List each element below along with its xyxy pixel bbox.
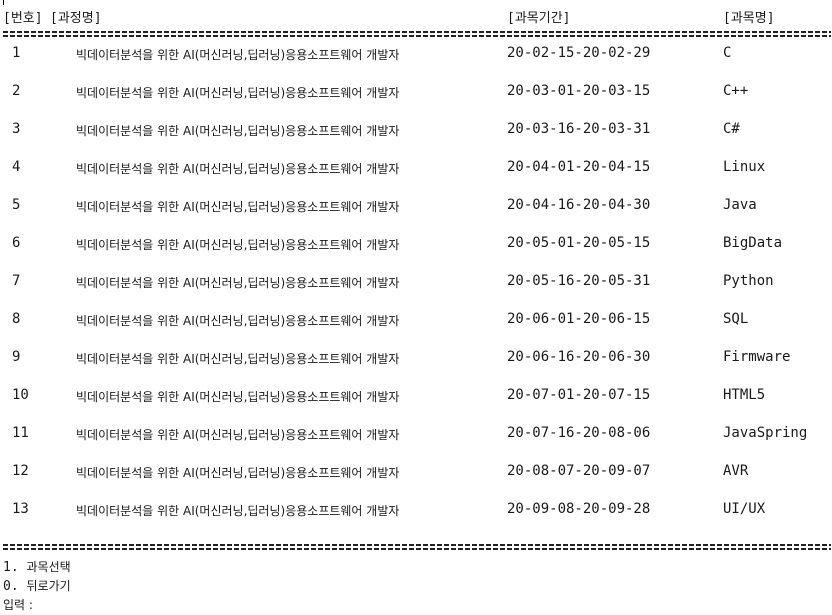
row-number: 11 [12,425,29,441]
table-row: 8 빅데이터분석을 위한 AI(머신러닝,딥러닝)응용소프트웨어 개발자 20-06… [0,311,832,331]
header-period: [과목기간] [507,11,571,26]
row-period: 20-07-16-20-08-06 [507,425,651,441]
menu-option-back[interactable]: 0. 뒤로가기 [3,577,71,594]
row-subject: Firmware [723,349,791,365]
row-subject: JavaSpring [723,425,808,441]
table-row: 5 빅데이터분석을 위한 AI(머신러닝,딥러닝)응용소프트웨어 개발자 20-04… [0,197,832,217]
row-number: 13 [12,501,29,517]
table-row: 4 빅데이터분석을 위한 AI(머신러닝,딥러닝)응용소프트웨어 개발자 20-04… [0,159,832,179]
table-row: 13 빅데이터분석을 위한 AI(머신러닝,딥러닝)응용소프트웨어 개발자 20-0… [0,501,832,521]
row-number: 7 [12,273,21,289]
row-number: 9 [12,349,21,365]
row-period: 20-05-16-20-05-31 [507,273,651,289]
row-period: 20-03-01-20-03-15 [507,83,651,99]
row-subject: Python [723,273,774,289]
separator-top [3,31,831,37]
table-row: 3 빅데이터분석을 위한 AI(머신러닝,딥러닝)응용소프트웨어 개발자 20-03… [0,121,832,141]
row-course-name: 빅데이터분석을 위한 AI(머신러닝,딥러닝)응용소프트웨어 개발자 [76,238,400,252]
table-row: 9 빅데이터분석을 위한 AI(머신러닝,딥러닝)응용소프트웨어 개발자 20-06… [0,349,832,369]
row-period: 20-02-15-20-02-29 [507,45,651,61]
table-row: 11 빅데이터분석을 위한 AI(머신러닝,딥러닝)응용소프트웨어 개발자 20-0… [0,425,832,445]
table-row: 2 빅데이터분석을 위한 AI(머신러닝,딥러닝)응용소프트웨어 개발자 20-03… [0,83,832,103]
row-course-name: 빅데이터분석을 위한 AI(머신러닝,딥러닝)응용소프트웨어 개발자 [76,200,400,214]
menu-option-select-label: 과목선택 [26,560,71,574]
row-number: 10 [12,387,29,403]
header-num: [번호] [3,11,43,26]
row-subject: BigData [723,235,783,251]
row-subject: C [723,45,732,61]
menu-option-select-key: 1. [3,560,19,575]
row-period: 20-08-07-20-09-07 [507,463,651,479]
row-course-name: 빅데이터분석을 위한 AI(머신러닝,딥러닝)응용소프트웨어 개발자 [76,124,400,138]
header-subject: [과목명] [723,11,775,26]
row-course-name: 빅데이터분석을 위한 AI(머신러닝,딥러닝)응용소프트웨어 개발자 [76,276,400,290]
row-period: 20-07-01-20-07-15 [507,387,651,403]
table-header: [번호] [과정명] [과목기간] [과목명] [0,7,832,26]
row-subject: UI/UX [723,501,766,517]
table-row: 10 빅데이터분석을 위한 AI(머신러닝,딥러닝)응용소프트웨어 개발자 20-0… [0,387,832,407]
row-course-name: 빅데이터분석을 위한 AI(머신러닝,딥러닝)응용소프트웨어 개발자 [76,162,400,176]
row-subject: C++ [723,83,749,99]
row-subject: HTML5 [723,387,766,403]
header-course: [과정명] [50,11,102,26]
row-subject: AVR [723,463,749,479]
row-period: 20-03-16-20-03-31 [507,121,651,137]
row-number: 12 [12,463,29,479]
row-subject: SQL [723,311,749,327]
row-number: 6 [12,235,21,251]
row-number: 5 [12,197,21,213]
row-course-name: 빅데이터분석을 위한 AI(머신러닝,딥러닝)응용소프트웨어 개발자 [76,504,400,518]
table-row: 12 빅데이터분석을 위한 AI(머신러닝,딥러닝)응용소프트웨어 개발자 20-0… [0,463,832,483]
row-course-name: 빅데이터분석을 위한 AI(머신러닝,딥러닝)응용소프트웨어 개발자 [76,86,400,100]
menu-option-back-label: 뒤로가기 [26,579,71,593]
input-prompt-label: 입력 : [3,598,33,612]
row-course-name: 빅데이터분석을 위한 AI(머신러닝,딥러닝)응용소프트웨어 개발자 [76,428,400,442]
row-course-name: 빅데이터분석을 위한 AI(머신러닝,딥러닝)응용소프트웨어 개발자 [76,352,400,366]
menu-option-back-key: 0. [3,579,19,594]
row-course-name: 빅데이터분석을 위한 AI(머신러닝,딥러닝)응용소프트웨어 개발자 [76,390,400,404]
row-period: 20-06-01-20-06-15 [507,311,651,327]
input-prompt[interactable]: 입력 : [3,596,33,613]
table-row: 1 빅데이터분석을 위한 AI(머신러닝,딥러닝)응용소프트웨어 개발자 20-02… [0,45,832,65]
row-subject: C# [723,121,740,137]
row-subject: Linux [723,159,766,175]
caret-mark [3,0,4,5]
row-course-name: 빅데이터분석을 위한 AI(머신러닝,딥러닝)응용소프트웨어 개발자 [76,48,400,62]
row-number: 2 [12,83,21,99]
row-period: 20-06-16-20-06-30 [507,349,651,365]
row-period: 20-04-01-20-04-15 [507,159,651,175]
menu-option-select[interactable]: 1. 과목선택 [3,558,71,575]
separator-bottom [3,544,831,550]
row-course-name: 빅데이터분석을 위한 AI(머신러닝,딥러닝)응용소프트웨어 개발자 [76,466,400,480]
row-period: 20-05-01-20-05-15 [507,235,651,251]
row-number: 1 [12,45,21,61]
row-period: 20-09-08-20-09-28 [507,501,651,517]
row-number: 8 [12,311,21,327]
row-subject: Java [723,197,757,213]
table-row: 7 빅데이터분석을 위한 AI(머신러닝,딥러닝)응용소프트웨어 개발자 20-05… [0,273,832,293]
row-period: 20-04-16-20-04-30 [507,197,651,213]
row-course-name: 빅데이터분석을 위한 AI(머신러닝,딥러닝)응용소프트웨어 개발자 [76,314,400,328]
row-number: 3 [12,121,21,137]
row-number: 4 [12,159,21,175]
table-row: 6 빅데이터분석을 위한 AI(머신러닝,딥러닝)응용소프트웨어 개발자 20-05… [0,235,832,255]
